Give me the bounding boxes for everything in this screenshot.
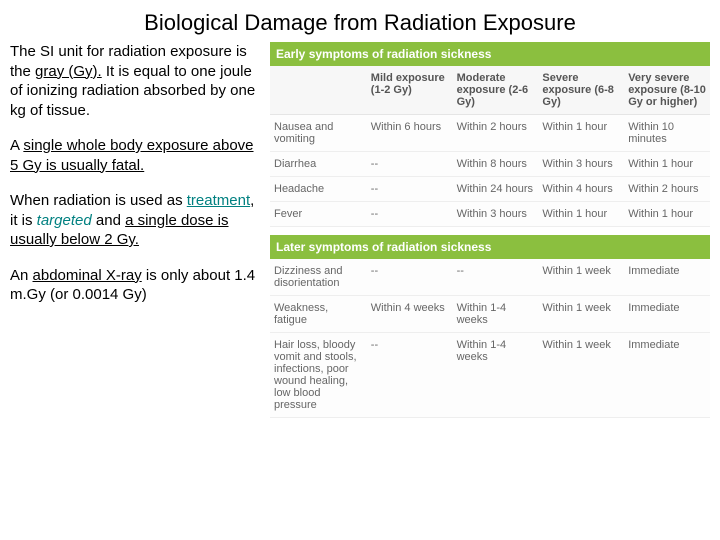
right-column: Early symptoms of radiation sickness Mil… [270, 42, 710, 426]
cell: Within 1 hour [624, 202, 710, 227]
col-mild: Mild exposure (1-2 Gy) [367, 66, 453, 115]
cell: Within 1 hour [538, 202, 624, 227]
early-column-headers: Mild exposure (1-2 Gy) Moderate exposure… [270, 66, 710, 115]
cell: Within 1 hour [538, 115, 624, 152]
paragraph-2: A single whole body exposure above 5 Gy … [10, 136, 260, 175]
col-empty [270, 66, 367, 115]
later-symptoms-table: Later symptoms of radiation sickness Diz… [270, 235, 710, 418]
cell: -- [453, 259, 539, 296]
table-row: Diarrhea -- Within 8 hours Within 3 hour… [270, 152, 710, 177]
cell: Weakness, fatigue [270, 296, 367, 333]
cell: Within 3 hours [453, 202, 539, 227]
cell: Diarrhea [270, 152, 367, 177]
p4-xray: abdominal X-ray [33, 267, 142, 284]
table-row: Dizziness and disorientation -- -- Withi… [270, 259, 710, 296]
p2-underline: single whole body exposure above 5 Gy is… [10, 137, 254, 174]
p3-text-e: and [92, 212, 125, 229]
cell: Hair loss, bloody vomit and stools, infe… [270, 333, 367, 418]
col-severe: Severe exposure (6-8 Gy) [538, 66, 624, 115]
table-row: Weakness, fatigue Within 4 weeks Within … [270, 296, 710, 333]
cell: Headache [270, 177, 367, 202]
cell: Within 1 week [538, 296, 624, 333]
cell: -- [367, 202, 453, 227]
cell: Immediate [624, 259, 710, 296]
table-row: Nausea and vomiting Within 6 hours Withi… [270, 115, 710, 152]
left-column: The SI unit for radiation exposure is th… [10, 42, 260, 426]
later-section-title: Later symptoms of radiation sickness [270, 235, 710, 259]
early-section-title: Early symptoms of radiation sickness [270, 42, 710, 66]
cell: Within 1-4 weeks [453, 296, 539, 333]
table-row: Headache -- Within 24 hours Within 4 hou… [270, 177, 710, 202]
table-row: Fever -- Within 3 hours Within 1 hour Wi… [270, 202, 710, 227]
cell: -- [367, 177, 453, 202]
page-title: Biological Damage from Radiation Exposur… [0, 0, 720, 42]
p3-targeted: targeted [37, 212, 92, 229]
p4-text-a: An [10, 267, 33, 284]
cell: Within 24 hours [453, 177, 539, 202]
cell: Immediate [624, 333, 710, 418]
cell: Within 2 hours [624, 177, 710, 202]
p3-text-a: When radiation is used as [10, 192, 187, 209]
paragraph-4: An abdominal X-ray is only about 1.4 m.G… [10, 266, 260, 305]
paragraph-3: When radiation is used as treatment, it … [10, 191, 260, 250]
later-section-header: Later symptoms of radiation sickness [270, 235, 710, 259]
cell: Within 1 week [538, 259, 624, 296]
col-verysevere: Very severe exposure (8-10 Gy or higher) [624, 66, 710, 115]
p2-text-a: A [10, 137, 23, 154]
cell: Within 10 minutes [624, 115, 710, 152]
cell: Within 4 hours [538, 177, 624, 202]
table-row: Hair loss, bloody vomit and stools, infe… [270, 333, 710, 418]
paragraph-1: The SI unit for radiation exposure is th… [10, 42, 260, 120]
cell: Fever [270, 202, 367, 227]
p3-treatment: treatment [187, 192, 250, 209]
cell: Within 3 hours [538, 152, 624, 177]
cell: -- [367, 259, 453, 296]
cell: Within 1-4 weeks [453, 333, 539, 418]
cell: Within 1 hour [624, 152, 710, 177]
col-moderate: Moderate exposure (2-6 Gy) [453, 66, 539, 115]
cell: Nausea and vomiting [270, 115, 367, 152]
cell: Within 6 hours [367, 115, 453, 152]
cell: Within 4 weeks [367, 296, 453, 333]
early-symptoms-table: Early symptoms of radiation sickness Mil… [270, 42, 710, 227]
cell: -- [367, 152, 453, 177]
cell: Within 1 week [538, 333, 624, 418]
cell: Within 8 hours [453, 152, 539, 177]
cell: -- [367, 333, 453, 418]
p1-underline: gray (Gy). [35, 63, 102, 80]
cell: Within 2 hours [453, 115, 539, 152]
content-area: The SI unit for radiation exposure is th… [0, 42, 720, 426]
cell: Immediate [624, 296, 710, 333]
early-section-header: Early symptoms of radiation sickness [270, 42, 710, 66]
cell: Dizziness and disorientation [270, 259, 367, 296]
